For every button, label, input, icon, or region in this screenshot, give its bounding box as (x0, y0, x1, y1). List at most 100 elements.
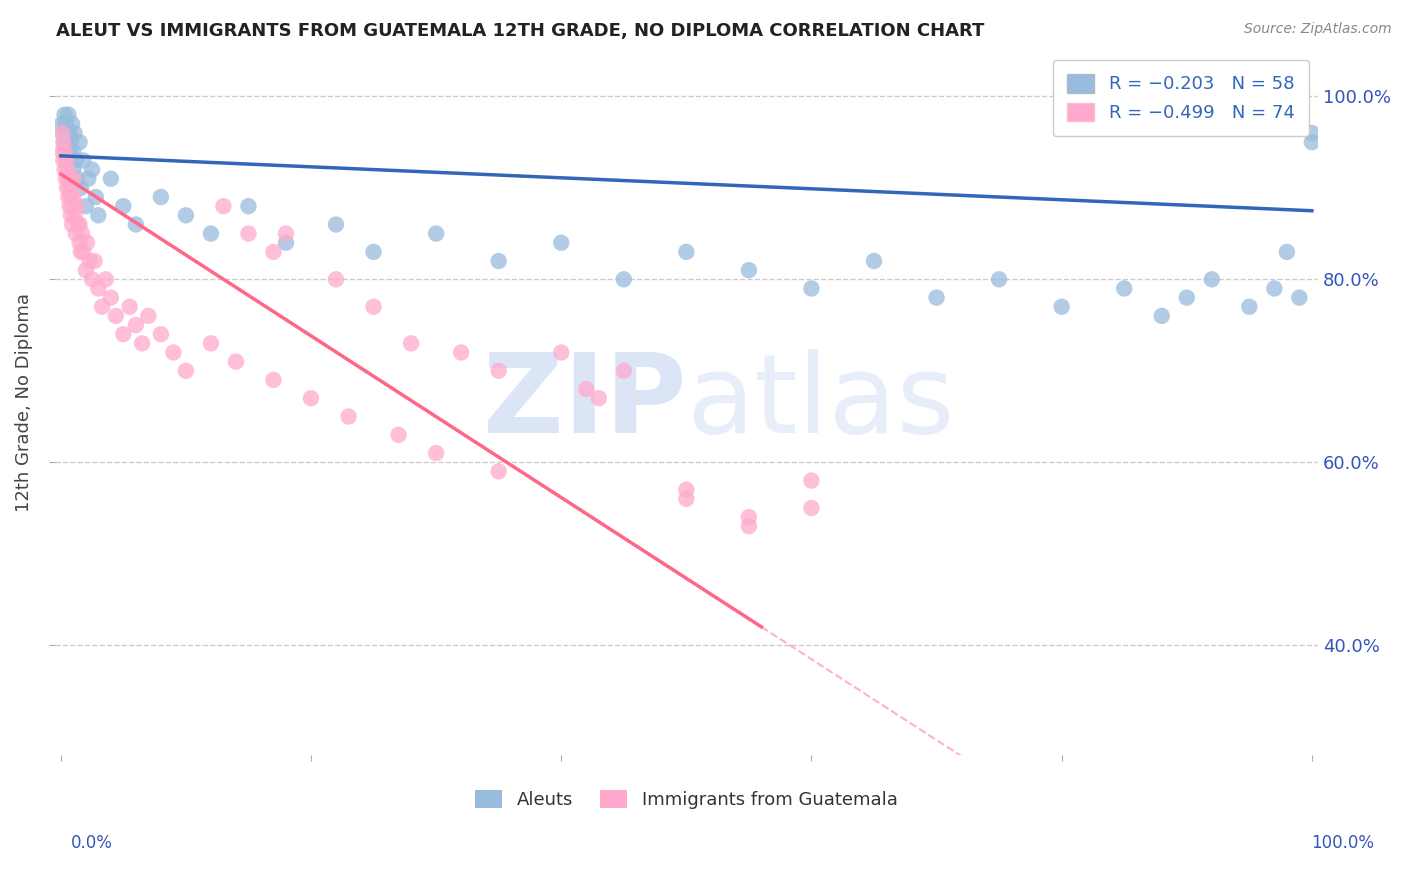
Point (425, 446, 447, 460)
Point (80, 162, 103, 177)
Point (575, 382, 598, 396)
Point (1301, 135, 1323, 149)
Point (387, 427, 409, 442)
Point (59, 208, 82, 222)
Text: atlas: atlas (686, 350, 955, 457)
Point (988, 272, 1011, 286)
Point (55, 153, 77, 168)
Point (100, 291, 122, 305)
Point (58, 108, 80, 122)
Point (58, 145, 80, 159)
Point (675, 483, 697, 497)
Point (56, 126, 79, 140)
Point (63, 208, 86, 222)
Point (53, 135, 76, 149)
Point (75, 263, 97, 277)
Point (62, 162, 84, 177)
Point (1114, 281, 1136, 295)
Point (67, 218, 90, 232)
Point (58, 199, 80, 213)
Point (1050, 300, 1073, 314)
Point (53, 145, 76, 159)
Point (1275, 244, 1298, 259)
Point (72, 244, 94, 259)
Point (488, 464, 510, 478)
Point (52, 153, 75, 168)
Point (59, 135, 82, 149)
Text: 100.0%: 100.0% (1312, 834, 1374, 852)
Point (613, 272, 636, 286)
Point (87, 208, 110, 222)
Point (363, 244, 385, 259)
Point (112, 327, 135, 342)
Point (51, 117, 73, 131)
Point (51, 145, 73, 159)
Point (66, 171, 89, 186)
Point (63, 126, 86, 140)
Point (75, 199, 97, 213)
Point (274, 227, 297, 241)
Point (238, 199, 260, 213)
Point (65, 153, 87, 168)
Point (100, 171, 122, 186)
Point (363, 300, 385, 314)
Point (200, 336, 222, 351)
Point (588, 391, 610, 405)
Point (337, 409, 360, 424)
Point (162, 345, 184, 359)
Point (70, 227, 93, 241)
Point (55, 117, 77, 131)
Point (59, 190, 82, 204)
Point (174, 364, 197, 378)
Point (118, 300, 141, 314)
Text: ALEUT VS IMMIGRANTS FROM GUATEMALA 12TH GRADE, NO DIPLOMA CORRELATION CHART: ALEUT VS IMMIGRANTS FROM GUATEMALA 12TH … (56, 22, 984, 40)
Point (72, 153, 94, 168)
Point (83, 254, 105, 268)
Point (104, 309, 127, 323)
Point (550, 235, 572, 250)
Point (225, 354, 247, 368)
Point (58, 126, 80, 140)
Point (52, 126, 75, 140)
Point (149, 190, 172, 204)
Legend: Aleuts, Immigrants from Guatemala: Aleuts, Immigrants from Guatemala (468, 782, 904, 816)
Point (263, 373, 285, 387)
Point (84, 190, 107, 204)
Point (56, 162, 79, 177)
Point (863, 254, 886, 268)
Point (80, 272, 103, 286)
Point (212, 199, 235, 213)
Point (76, 235, 98, 250)
Point (1301, 126, 1323, 140)
Point (800, 281, 823, 295)
Point (325, 218, 347, 232)
Point (299, 391, 322, 405)
Point (550, 345, 572, 359)
Point (60, 218, 83, 232)
Text: 0.0%: 0.0% (70, 834, 112, 852)
Point (66, 199, 89, 213)
Point (69, 244, 91, 259)
Point (1239, 300, 1261, 314)
Point (800, 500, 823, 515)
Point (56, 181, 79, 195)
Point (62, 171, 84, 186)
Point (263, 244, 285, 259)
Point (62, 190, 84, 204)
Point (675, 244, 697, 259)
Point (58, 135, 80, 149)
Point (58, 190, 80, 204)
Point (52, 135, 75, 149)
Y-axis label: 12th Grade, No Diploma: 12th Grade, No Diploma (15, 293, 32, 512)
Point (125, 218, 148, 232)
Point (94, 272, 117, 286)
Point (488, 254, 510, 268)
Point (488, 364, 510, 378)
Point (399, 336, 422, 351)
Point (58, 181, 80, 195)
Point (55, 171, 77, 186)
Point (56, 153, 79, 168)
Point (65, 227, 87, 241)
Point (69, 235, 91, 250)
Point (149, 327, 172, 342)
